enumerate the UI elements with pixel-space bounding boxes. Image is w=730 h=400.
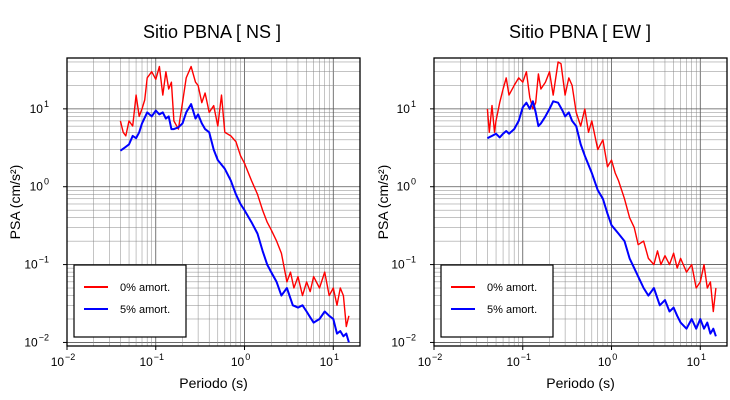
x-tick-label: 10−2 (418, 352, 443, 369)
x-tick-label: 101 (320, 352, 339, 369)
legend-label: 0% amort. (487, 282, 537, 294)
y-tick-label: 10−1 (391, 255, 416, 272)
y-tick-label: 100 (30, 177, 49, 194)
chart-panel-2: Sitio PBNA [ EW ] 10−2 10−1 100 101 10−2 10−1 1… (375, 22, 728, 391)
x-tick-label: 10−1 (506, 352, 531, 369)
series-line-amort-5 (486, 100, 717, 337)
legend-label: 5% amort. (120, 304, 170, 316)
y-tick-label: 100 (397, 177, 416, 194)
x-axis-label: Periodo (s) (546, 375, 614, 391)
chart-panel-1: Sitio PBNA [ NS ] 10−2 10−1 100 101 10−2 10−1 1… (7, 22, 361, 391)
legend-label: 5% amort. (487, 304, 537, 316)
y-axis-label: PSA (cm/s²) (7, 165, 23, 240)
y-tick-label: 10−2 (391, 332, 416, 349)
y-axis-label: PSA (cm/s²) (375, 165, 391, 240)
legend-box (73, 264, 187, 338)
series-line-amort-0 (119, 65, 350, 328)
x-tick-label: 101 (687, 352, 706, 369)
x-axis-label: Periodo (s) (179, 375, 247, 391)
chart-title: Sitio PBNA [ EW ] (509, 22, 651, 42)
series-line-amort-0 (486, 61, 717, 313)
x-tick-label: 10−2 (51, 352, 76, 369)
y-tick-label: 10−2 (24, 332, 49, 349)
legend-box (440, 264, 554, 338)
x-tick-label: 100 (231, 352, 250, 369)
x-tick-label: 100 (598, 352, 617, 369)
plot-frame (433, 57, 728, 347)
legend-label: 0% amort. (120, 282, 170, 294)
legend: 0% amort. 5% amort. (440, 264, 554, 338)
plot-frame (66, 57, 361, 347)
chart-title: Sitio PBNA [ NS ] (143, 22, 281, 42)
series-line-amort-5 (119, 103, 350, 343)
y-tick-label: 101 (397, 99, 416, 116)
legend: 0% amort. 5% amort. (73, 264, 187, 338)
grid (433, 58, 728, 346)
y-tick-label: 10−1 (24, 255, 49, 272)
x-tick-label: 10−1 (139, 352, 164, 369)
y-tick-label: 101 (30, 99, 49, 116)
